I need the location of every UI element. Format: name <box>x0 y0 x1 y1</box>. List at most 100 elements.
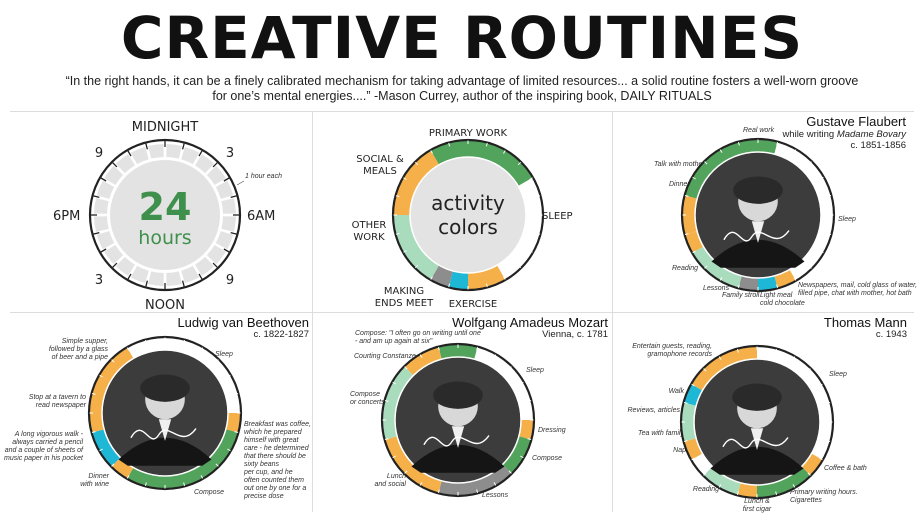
mann-ring-tick <box>807 368 811 372</box>
hour-note-leader <box>236 180 245 186</box>
beethoven-ring-tick <box>234 431 239 434</box>
mann-ring-tick <box>826 440 831 443</box>
flaubert-portrait-hair <box>733 176 783 204</box>
clock-tick <box>181 143 185 150</box>
flaubert-ring-segment-making-ends-meet <box>738 275 758 291</box>
flaubert-ring-outer-rim <box>680 137 836 293</box>
page-title: CREATIVE ROUTINES <box>120 4 804 72</box>
mozart-ring-tick <box>520 381 524 385</box>
legend-center-line2: colors <box>438 215 498 239</box>
breakfast-line-2: which he prepared <box>244 429 303 436</box>
flaubert-ring-tick <box>820 176 824 180</box>
clock-center-number: 24 <box>139 185 192 229</box>
beethoven-ring-tick <box>99 374 103 378</box>
flaubert-portrait-signature <box>723 230 790 242</box>
beethoven-ring-segment-social-meals <box>111 457 134 479</box>
beethoven-ring-tick <box>111 359 115 363</box>
mann-portrait-coat <box>710 446 804 475</box>
beethoven-ring-tick <box>227 448 231 452</box>
mann-ring-tick <box>807 472 811 476</box>
mann-nap: Nap <box>673 447 686 454</box>
legend-ring-tick <box>529 177 533 180</box>
flaubert-reading: Reading <box>672 265 698 272</box>
beethoven-ring-segment-social-meals <box>89 375 111 413</box>
legend-ring-tick <box>414 161 419 166</box>
beethoven-compose: Compose <box>194 489 224 496</box>
mann-ring-tick <box>819 457 823 461</box>
mann-ring-tick <box>792 484 796 488</box>
flaubert-talk: Talk with mother <box>654 161 705 168</box>
flaubert-lessons: Lessons <box>703 285 730 292</box>
legend-ring-outer-rim <box>391 138 545 292</box>
beethoven-dinner-1: Dinner <box>88 473 109 480</box>
mozart-ring-tick <box>493 482 497 486</box>
beethoven-ring-tick <box>200 475 204 479</box>
beethoven-walk-1: A long vigorous walk - <box>14 431 84 438</box>
legend-center-line1: activity <box>431 191 505 215</box>
clock-tick <box>112 262 118 268</box>
legend-ring-tick <box>517 161 522 166</box>
flaubert-portrait-coat <box>711 239 805 268</box>
beethoven-tavern-1: Stop at a tavern to <box>29 394 86 401</box>
legend-exercise: EXERCISE <box>449 299 498 310</box>
6am-label: 6AM <box>247 209 275 224</box>
legend-ring <box>391 138 545 292</box>
beethoven-date: c. 1822-1827 <box>253 329 309 340</box>
mozart-portrait-signature <box>423 435 490 447</box>
clock-hour-block <box>148 271 164 286</box>
divider-left <box>312 112 313 512</box>
flaubert-ring-tick <box>684 194 689 197</box>
mann-ring-tick <box>736 348 739 353</box>
mozart-ring-tick <box>527 399 532 402</box>
mozart-lunch-1: Lunch <box>387 473 406 480</box>
flaubert-subtitle: while writing Madame Bovary <box>700 129 906 140</box>
beethoven-tavern-2: read newspaper <box>36 402 87 409</box>
clock-hour-block <box>181 146 200 165</box>
legend-social-line1: SOCIAL & <box>356 154 404 165</box>
clock-hour-block <box>130 146 149 165</box>
mozart-courting: Courting Constanze <box>354 353 416 360</box>
mann-ring-segment-primary-work <box>757 466 811 498</box>
mozart-ring-tick <box>527 438 532 441</box>
legend-ring-segment-other-work <box>393 215 439 280</box>
mozart-ring-tick <box>384 399 389 402</box>
clock-hour-block <box>104 165 124 185</box>
clock-hour-block <box>148 144 164 159</box>
activity-colors-legend: PRIMARY WORK SOCIAL & MEALS OTHER WORK M… <box>352 128 573 310</box>
legend-ring-segment-making-ends-meet <box>430 265 453 288</box>
flaubert-news-1: Newspapers, mail, cold glass of water, <box>798 282 917 289</box>
mann-ring-segment-sleep <box>691 453 713 476</box>
clock-tick <box>112 162 118 168</box>
beethoven-ring-tick <box>183 339 186 344</box>
legend-primary-work: PRIMARY WORK <box>429 128 508 139</box>
flaubert-light-meal-2: cold chocolate <box>760 300 805 307</box>
mann-ring-tick <box>775 491 778 496</box>
mozart-ring-tick <box>508 470 512 474</box>
clock-tick <box>93 195 100 199</box>
beethoven-ring-tick <box>126 347 130 351</box>
mozart-ring-tick <box>404 366 408 370</box>
beethoven-ring-tick <box>215 359 219 363</box>
breakfast-line-10: precise dose <box>243 493 284 500</box>
beethoven-name: Ludwig van Beethoven <box>177 315 309 330</box>
beethoven-ring-tick <box>91 392 96 395</box>
beethoven-ring-segment-sleep <box>127 337 241 413</box>
mann-ring-segment-other-work <box>681 402 697 442</box>
legend-ring-tick <box>395 195 400 198</box>
mozart-ring-tick <box>520 455 524 459</box>
legend-ring-tick <box>430 150 433 154</box>
mozart-portrait <box>396 358 520 482</box>
divider-right <box>612 112 613 512</box>
mozart-ring-tick <box>419 354 423 358</box>
flaubert-light-meal-1: Light meal <box>760 292 793 299</box>
legend-ring-tick <box>503 276 506 280</box>
legend-making-line1: MAKING <box>384 286 424 297</box>
clock-tick <box>145 143 149 150</box>
clock-tick <box>230 195 237 199</box>
6pm-label: 6PM <box>53 209 80 224</box>
clock-hour-block <box>195 256 215 276</box>
mann-reviews: Reviews, articles <box>627 407 680 414</box>
mann-ring-tick <box>683 440 688 443</box>
clock-hour-block <box>181 265 200 284</box>
hour-3-bottom: 3 <box>95 273 103 288</box>
